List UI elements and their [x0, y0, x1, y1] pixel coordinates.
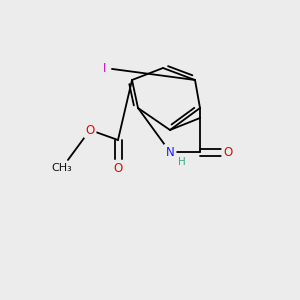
Text: N: N — [166, 146, 174, 158]
Text: O: O — [85, 124, 94, 136]
Text: I: I — [103, 61, 107, 74]
Text: O: O — [113, 161, 123, 175]
Text: O: O — [224, 146, 232, 158]
Text: CH₃: CH₃ — [52, 163, 72, 173]
Text: H: H — [178, 157, 186, 167]
